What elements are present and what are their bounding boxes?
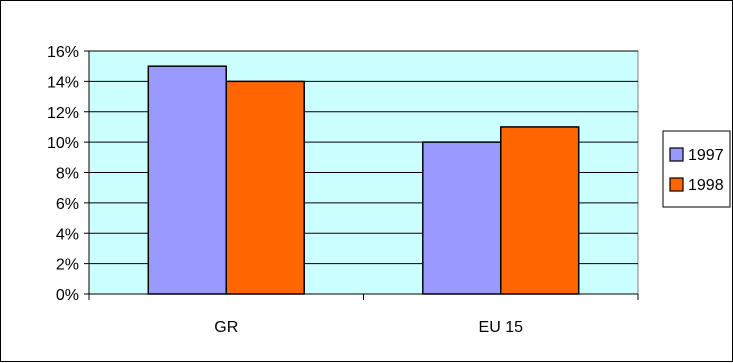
legend-swatch-1998 xyxy=(669,177,684,192)
y-tick-label: 2% xyxy=(56,257,79,274)
x-tick-label: EU 15 xyxy=(479,319,524,336)
bar-1997-eu-15 xyxy=(422,141,502,295)
y-tick-label: 6% xyxy=(56,196,79,213)
y-tick-label: 8% xyxy=(56,166,79,183)
y-tick-label: 14% xyxy=(47,74,79,91)
bar-1997-gr xyxy=(147,65,228,295)
y-tick-label: 4% xyxy=(56,226,79,243)
y-tick-label: 0% xyxy=(56,287,79,304)
plot-area: 0% 2% 4% 6% 8% 10% 12% 14% 16% GR EU 15 xyxy=(47,44,639,336)
legend-label-1997: 1997 xyxy=(688,147,724,164)
bar-1998-gr xyxy=(225,80,305,295)
x-tick-label: GR xyxy=(214,319,238,336)
y-tick-label: 12% xyxy=(47,105,79,122)
y-tick-label: 10% xyxy=(47,135,79,152)
legend-swatch-1997 xyxy=(669,147,684,162)
legend-label-1998: 1998 xyxy=(688,177,724,194)
legend: 1997 1998 xyxy=(662,130,731,208)
y-tick-label: 16% xyxy=(47,44,79,61)
bar-1998-eu-15 xyxy=(500,126,580,295)
legend-box xyxy=(662,130,731,208)
